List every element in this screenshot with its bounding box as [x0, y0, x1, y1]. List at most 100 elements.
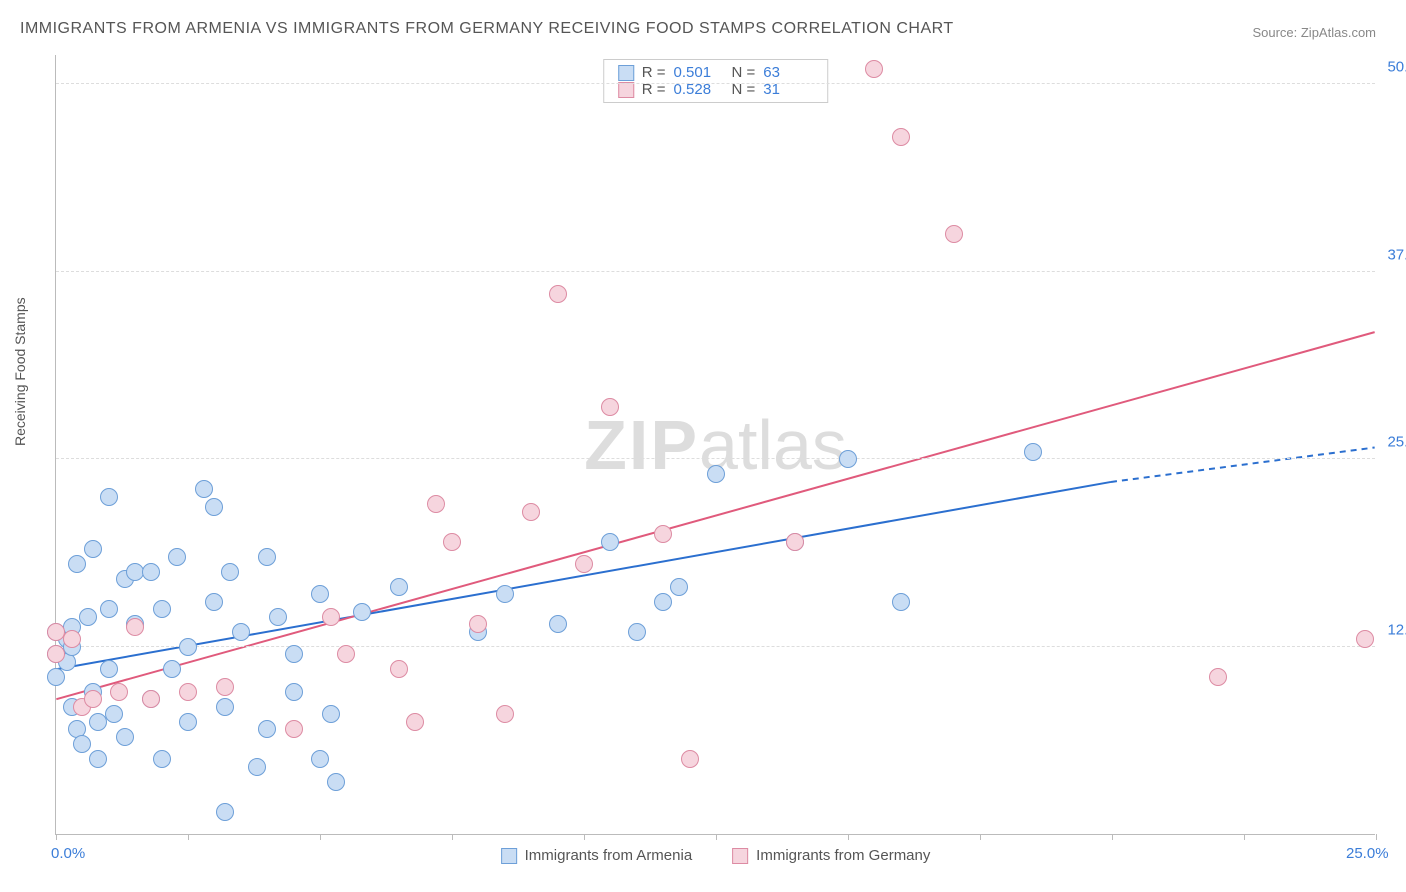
scatter-point	[153, 750, 171, 768]
scatter-point	[337, 645, 355, 663]
gridline	[56, 271, 1375, 272]
scatter-point	[105, 705, 123, 723]
scatter-point	[100, 488, 118, 506]
scatter-point	[232, 623, 250, 641]
scatter-point	[322, 608, 340, 626]
n-value-0: 63	[763, 64, 813, 81]
scatter-point	[163, 660, 181, 678]
scatter-point	[153, 600, 171, 618]
scatter-point	[84, 540, 102, 558]
scatter-point	[216, 803, 234, 821]
scatter-point	[443, 533, 461, 551]
r-label-0: R =	[642, 64, 666, 81]
scatter-point	[353, 603, 371, 621]
scatter-point	[179, 638, 197, 656]
legend-label-1: Immigrants from Germany	[756, 847, 930, 864]
watermark-zip: ZIP	[584, 406, 699, 484]
gridline	[56, 83, 1375, 84]
scatter-point	[601, 398, 619, 416]
legend-stats-row-0: R = 0.501 N = 63	[618, 64, 814, 81]
scatter-point	[469, 615, 487, 633]
legend-swatch-b1	[732, 848, 748, 864]
legend-swatch-0	[618, 65, 634, 81]
x-tick	[188, 834, 189, 840]
scatter-point	[670, 578, 688, 596]
scatter-point	[865, 60, 883, 78]
x-tick	[848, 834, 849, 840]
scatter-point	[285, 720, 303, 738]
chart-title: IMMIGRANTS FROM ARMENIA VS IMMIGRANTS FR…	[20, 20, 954, 38]
chart-area: ZIPatlas R = 0.501 N = 63 R = 0.528 N = …	[55, 55, 1375, 835]
scatter-point	[549, 615, 567, 633]
scatter-point	[216, 678, 234, 696]
scatter-point	[126, 618, 144, 636]
n-label-0: N =	[732, 64, 756, 81]
scatter-point	[73, 735, 91, 753]
scatter-point	[168, 548, 186, 566]
scatter-point	[1209, 668, 1227, 686]
scatter-point	[84, 690, 102, 708]
scatter-point	[116, 728, 134, 746]
y-tick-label: 12.5%	[1387, 621, 1406, 638]
legend-bottom: Immigrants from Armenia Immigrants from …	[501, 847, 931, 864]
x-tick	[584, 834, 585, 840]
scatter-point	[1024, 443, 1042, 461]
scatter-point	[110, 683, 128, 701]
scatter-point	[892, 128, 910, 146]
y-tick-label: 25.0%	[1387, 434, 1406, 451]
x-tick	[1112, 834, 1113, 840]
x-tick-label: 25.0%	[1346, 845, 1389, 862]
scatter-point	[322, 705, 340, 723]
scatter-point	[63, 630, 81, 648]
scatter-point	[707, 465, 725, 483]
scatter-point	[142, 690, 160, 708]
scatter-point	[786, 533, 804, 551]
scatter-point	[179, 683, 197, 701]
y-tick-label: 50.0%	[1387, 59, 1406, 76]
scatter-point	[390, 578, 408, 596]
scatter-point	[496, 585, 514, 603]
x-tick-label: 0.0%	[51, 845, 85, 862]
scatter-point	[327, 773, 345, 791]
scatter-point	[406, 713, 424, 731]
legend-swatch-b0	[501, 848, 517, 864]
scatter-point	[681, 750, 699, 768]
scatter-point	[285, 645, 303, 663]
legend-item-0: Immigrants from Armenia	[501, 847, 693, 864]
scatter-point	[221, 563, 239, 581]
scatter-point	[68, 555, 86, 573]
scatter-point	[654, 525, 672, 543]
x-tick	[56, 834, 57, 840]
scatter-point	[100, 600, 118, 618]
scatter-point	[427, 495, 445, 513]
trend-lines	[56, 55, 1375, 834]
scatter-point	[79, 608, 97, 626]
scatter-point	[496, 705, 514, 723]
scatter-point	[601, 533, 619, 551]
scatter-point	[205, 593, 223, 611]
scatter-point	[549, 285, 567, 303]
scatter-point	[285, 683, 303, 701]
legend-item-1: Immigrants from Germany	[732, 847, 930, 864]
scatter-point	[311, 750, 329, 768]
x-tick	[980, 834, 981, 840]
scatter-point	[89, 750, 107, 768]
scatter-point	[258, 548, 276, 566]
scatter-point	[839, 450, 857, 468]
gridline	[56, 458, 1375, 459]
y-tick-label: 37.5%	[1387, 246, 1406, 263]
y-axis-label: Receiving Food Stamps	[12, 297, 28, 446]
scatter-point	[100, 660, 118, 678]
scatter-point	[179, 713, 197, 731]
scatter-point	[1356, 630, 1374, 648]
x-tick	[716, 834, 717, 840]
scatter-point	[205, 498, 223, 516]
scatter-point	[216, 698, 234, 716]
scatter-point	[258, 720, 276, 738]
scatter-point	[311, 585, 329, 603]
scatter-point	[47, 645, 65, 663]
x-tick	[1376, 834, 1377, 840]
gridline	[56, 646, 1375, 647]
scatter-point	[522, 503, 540, 521]
scatter-point	[892, 593, 910, 611]
